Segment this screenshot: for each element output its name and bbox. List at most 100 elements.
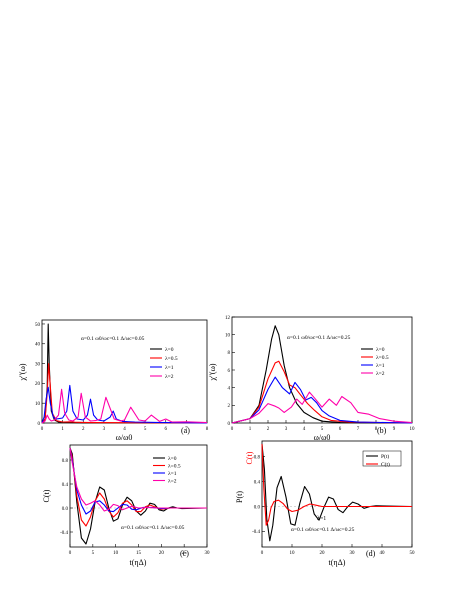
x-tick-label: 3	[103, 427, 106, 432]
x-tick-label: 10	[113, 551, 119, 556]
params-b: α=0.1 ω0/ωc=0.1 Δ/ωc=0.25	[287, 335, 351, 341]
lines-d	[261, 444, 413, 542]
x-tick-label: 10	[410, 427, 416, 432]
x-tick-label: 3	[285, 427, 288, 432]
legend-label: λ=0	[165, 347, 174, 353]
y-tick-label: -0.4	[252, 530, 260, 535]
series-line-3	[41, 384, 208, 424]
panel-label-a: (a)	[181, 426, 190, 435]
x-tick-label: 20	[320, 551, 326, 556]
legend-label: λ=1	[168, 471, 177, 477]
legend-label: λ=2	[168, 479, 177, 485]
legend-label: C(t)	[381, 461, 390, 468]
legend-b: λ=0 λ=0.5 λ=1 λ=2	[361, 347, 389, 377]
x-tick-label: 30	[205, 551, 211, 556]
yticks-a: 0 10 20 30 40 50	[35, 323, 45, 427]
params-a: α=0.1 ω0/ωc=0.1 Δ/ωc=0.05	[81, 336, 145, 342]
y-tick-label: 20	[35, 382, 41, 387]
y-axis-label-c: C(t)	[42, 489, 51, 502]
series-line-3	[231, 376, 413, 424]
x-tick-label: 2	[82, 427, 85, 432]
series-line-3	[69, 447, 207, 515]
legend-label: λ=1	[165, 365, 174, 371]
series-line-4	[231, 391, 413, 424]
y-tick-label: 6	[228, 369, 231, 374]
panel-label-b: (b)	[377, 426, 387, 435]
lines-c	[69, 447, 208, 545]
legend-label: λ=0.5	[165, 356, 178, 362]
y-tick-label: 10	[225, 333, 231, 338]
yticks-b: 0 2 4 6 8 10 12	[225, 316, 235, 427]
panel-c: -0.40.00.40.8 0 5 10 15 20 25 30 λ=0λ=0.5λ=1λ=…	[42, 444, 211, 567]
legend-c: λ=0 λ=0.5λ=1 λ=2	[153, 456, 181, 485]
x-tick-label: 9	[393, 427, 396, 432]
series-line-2	[69, 447, 207, 527]
x-axis-label-c: t(ηΔ)	[130, 558, 147, 567]
x-tick-label: 0	[231, 427, 234, 432]
x-tick-label: 7	[185, 427, 188, 432]
params-d: α=0.1 ω0/ωc=0.1 Δ/ωc=0.25	[291, 527, 355, 533]
x-tick-label: 1	[249, 427, 252, 432]
y-tick-label: 0.0	[254, 505, 261, 510]
y-tick-label: 2	[228, 404, 231, 409]
legend-box	[362, 450, 402, 467]
series-line-4	[41, 388, 208, 424]
series-line-2	[231, 360, 413, 424]
x-axis-label-b: ω/ω0	[314, 433, 331, 442]
x-tick-label: 5	[92, 551, 95, 556]
x-axis-label-a: ω/ω0	[116, 433, 133, 442]
x-tick-label: 50	[410, 551, 416, 556]
x-tick-label: 30	[350, 551, 356, 556]
x-tick-label: 4	[123, 427, 126, 432]
xticks-d: 0 10 20 30 40 50	[261, 544, 415, 556]
xticks-b: 0 1 2 3 4 5 6 7 8 9 10	[231, 420, 415, 432]
x-tick-label: 8	[206, 427, 209, 432]
legend-d: P(t)C(t)	[362, 450, 402, 468]
y-tick-label: 0.4	[254, 480, 261, 485]
x-axis-label-d: t(ηΔ)	[329, 558, 346, 567]
y-tick-label: 0.8	[254, 455, 261, 460]
y-tick-label: 4	[228, 386, 231, 391]
panel-label-d: (d)	[366, 549, 376, 558]
legend-label: λ=2	[376, 371, 385, 377]
legend-label: λ=0.5	[376, 355, 389, 361]
x-tick-label: 0	[41, 427, 44, 432]
legend-a: λ=0 λ=0.5 λ=1 λ=2	[150, 347, 178, 380]
panel-d: -0.40.00.40.8 0 10 20 30 40 50 P(t)C(t) P(t) …	[235, 440, 415, 567]
x-tick-label: 6	[165, 427, 168, 432]
series-line-1	[261, 444, 413, 542]
y-tick-label: -0.4	[60, 531, 68, 536]
plot-frame-c	[69, 444, 208, 548]
x-tick-label: 4	[303, 427, 306, 432]
y-axis-label-right-d: C(t)	[245, 451, 254, 464]
x-tick-label: 7	[357, 427, 360, 432]
x-tick-label: 15	[136, 551, 142, 556]
y-tick-label: 0.4	[62, 483, 69, 488]
y-axis-label-b: χ''(ω)	[208, 363, 217, 381]
x-tick-label: 8	[375, 427, 378, 432]
x-tick-label: 25	[182, 551, 188, 556]
legend-label: λ=1	[376, 363, 385, 369]
y-tick-label: 30	[35, 362, 41, 367]
y-tick-label: 12	[225, 316, 231, 321]
y-tick-label: 8	[228, 351, 231, 356]
panel-label-c: (c)	[180, 549, 189, 558]
legend-label: λ=2	[165, 374, 174, 380]
lines-b	[231, 325, 413, 424]
y-axis-label-a: χ''(ω)	[18, 363, 27, 381]
x-tick-label: 6	[339, 427, 342, 432]
x-tick-label: 0	[261, 551, 264, 556]
params-c: α=0.1 ω0/ωc=0.1 Δ/ωc=0.05	[121, 525, 185, 531]
legend-label: λ=0	[376, 347, 385, 353]
legend-label: λ=0	[168, 456, 177, 462]
x-tick-label: 0	[69, 551, 72, 556]
y-tick-label: 0.0	[62, 507, 69, 512]
legend-label: P(t)	[381, 453, 389, 460]
lambda-note-d: λ=1	[317, 516, 326, 522]
y-axis-label-d: P(t)	[235, 491, 244, 503]
series-line-4	[69, 447, 207, 512]
x-tick-label: 40	[380, 551, 386, 556]
x-tick-label: 20	[159, 551, 165, 556]
